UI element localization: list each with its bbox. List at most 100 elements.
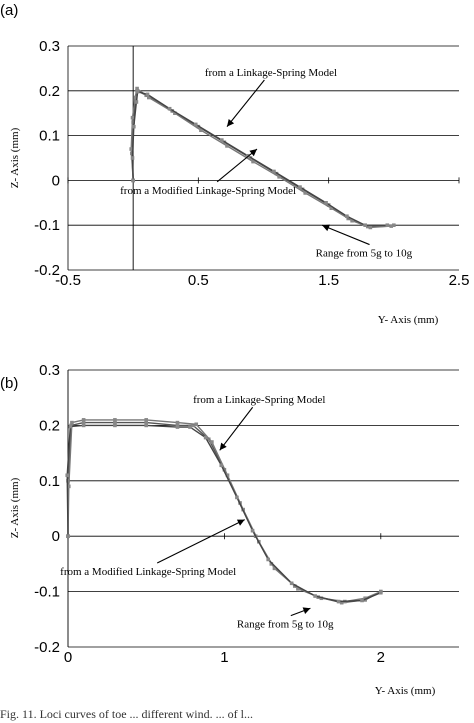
series-point-3 (203, 435, 208, 440)
series-point-2 (173, 111, 177, 115)
series-point-3 (313, 594, 317, 598)
series-point-2 (135, 86, 139, 91)
series-point-3 (65, 473, 70, 478)
series-point-2 (144, 418, 148, 422)
y-axis-title: Z- Axis (mm) (9, 477, 21, 538)
annotation-arrow (321, 224, 370, 246)
y-tick-label: 0.1 (39, 128, 60, 145)
series-point-2 (251, 159, 255, 164)
annotation-label: Range from 5g to 10g (237, 619, 334, 631)
x-tick-label: 0.5 (188, 272, 209, 289)
series-point-3 (379, 590, 383, 595)
series-point-2 (272, 566, 277, 571)
series-point-2 (319, 596, 324, 601)
series-point-2 (350, 218, 354, 223)
series-point-2 (194, 422, 199, 427)
series-point-2 (133, 95, 137, 100)
series-point-3 (135, 89, 140, 94)
panel-label: (b) (0, 375, 18, 392)
panel-a: (a) 0.3 0.2 0.1 0 -0.1 -0.2-0.5 0.5 1.5 2.5 Y- Axi… (0, 2, 469, 326)
series-point-2 (303, 191, 308, 195)
series-point-3 (188, 425, 192, 429)
figure-caption: Fig. 11. Loci curves of toe ... differen… (0, 707, 253, 721)
series-point-3 (246, 153, 250, 158)
x-tick-label: 0 (64, 649, 72, 666)
x-axis-title: Y- Axis (mm) (378, 314, 439, 326)
series-point-1 (113, 420, 117, 425)
annotation-arrowhead (236, 519, 245, 526)
y-tick-label: 0 (52, 528, 60, 545)
series-point-3 (81, 423, 86, 428)
x-tick-label: 1.5 (318, 272, 339, 289)
series-line-2 (130, 87, 392, 229)
y-tick-label: 0.3 (39, 362, 60, 379)
series-point-3 (360, 598, 364, 603)
y-tick-label: 0.3 (39, 38, 60, 55)
annotation-arrowhead (322, 224, 330, 232)
series-point-1 (131, 120, 135, 124)
series-point-1 (191, 423, 195, 428)
x-tick-label: -0.5 (55, 272, 81, 289)
series-point-2 (363, 596, 367, 601)
series-point-2 (81, 418, 86, 422)
panel-b: (b)0.30.20.10-0.1-0.20 1 2Y- Axis (mm)Z- A… (0, 362, 459, 697)
series-point-2 (225, 144, 229, 148)
series-point-3 (144, 423, 148, 428)
series-point-3 (134, 100, 139, 104)
annotation-label: from a Modified Linkage-Spring Model (60, 566, 236, 578)
series-point-3 (130, 156, 135, 160)
series-point-3 (298, 185, 302, 189)
series-point-3 (131, 178, 135, 183)
y-tick-label: 0.2 (39, 417, 60, 434)
series-point-2 (147, 95, 151, 100)
series-point-2 (368, 225, 373, 230)
series-point-3 (363, 223, 367, 227)
series-point-3 (385, 223, 390, 227)
series-point-2 (130, 115, 135, 120)
y-tick-label: -0.2 (34, 262, 60, 279)
series-point-2 (129, 147, 134, 151)
series-point-3 (266, 557, 270, 562)
series-point-2 (70, 420, 74, 425)
series-point-2 (389, 224, 394, 228)
annotation-arrowhead (249, 149, 257, 157)
x-tick-label: 2.5 (449, 272, 470, 289)
series-point-3 (66, 534, 70, 538)
series-point-2 (296, 587, 300, 591)
x-tick-label: 1 (220, 649, 228, 666)
y-tick-label: 0.2 (39, 83, 60, 100)
series-point-1 (144, 420, 148, 425)
series-point-1 (81, 420, 86, 425)
annotation-label: from a Linkage-Spring Model (193, 394, 325, 406)
series-point-3 (167, 106, 172, 111)
panel-label: (a) (0, 2, 18, 19)
series-point-2 (277, 175, 281, 179)
series-point-2 (175, 420, 180, 425)
series-point-1 (339, 600, 344, 605)
series-point-3 (345, 214, 349, 219)
y-tick-label: -0.1 (34, 217, 60, 234)
series-point-3 (219, 463, 224, 468)
series-point-3 (145, 92, 150, 97)
series-point-3 (219, 138, 224, 142)
annotation-arrow (226, 79, 265, 127)
series-point-3 (68, 424, 73, 429)
series-point-1 (392, 223, 396, 227)
series-point-3 (272, 169, 276, 174)
y-tick-label: -0.2 (34, 639, 60, 656)
series-point-3 (132, 124, 136, 129)
annotation-arrow (216, 148, 258, 183)
series-point-2 (225, 473, 230, 478)
series-point-3 (324, 201, 328, 205)
y-tick-label: 0.1 (39, 473, 60, 490)
series-point-1 (133, 97, 138, 102)
series-point-2 (329, 206, 334, 210)
annotation-arrow (219, 406, 254, 451)
annotation-label: Range from 5g to 10g (316, 248, 413, 260)
series-point-2 (113, 418, 117, 422)
series-point-3 (175, 425, 180, 429)
series-line-3 (66, 424, 382, 603)
y-axis-title: Z- Axis (mm) (9, 127, 21, 188)
series-point-3 (235, 495, 239, 500)
